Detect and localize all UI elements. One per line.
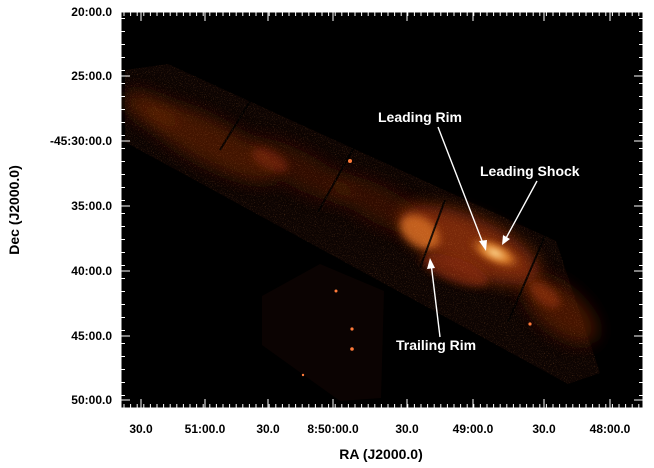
x-tick-label: 30.0	[395, 422, 419, 436]
y-tick-label: 45:00.0	[71, 329, 112, 343]
x-axis-title: RA (J2000.0)	[339, 446, 423, 462]
x-tick-label: 8:50:00.0	[307, 422, 359, 436]
y-tick-label: 20:00.0	[71, 5, 112, 19]
emission-layer	[122, 64, 600, 401]
x-tick-label: 30.0	[532, 422, 556, 436]
x-tick-label: 30.0	[256, 422, 280, 436]
leading-rim-arrowhead	[479, 240, 487, 251]
label-leading-shock: Leading Shock	[480, 163, 580, 179]
y-tick-label: -45:30:00.0	[50, 134, 112, 148]
leading-shock-arrowhead	[502, 235, 510, 245]
point-sources	[301, 159, 532, 377]
leading-shock-arrow	[504, 180, 538, 241]
y-tick-label: 35:00.0	[71, 199, 112, 213]
x-tick-label: 48:00.0	[590, 422, 631, 436]
grain-texture	[125, 64, 600, 384]
label-leading-rim: Leading Rim	[378, 109, 462, 125]
leading-rim-arrow	[437, 126, 485, 247]
y-tick-marks	[121, 11, 643, 401]
annotation-arrows	[427, 126, 538, 338]
y-tick-label: 40:00.0	[71, 264, 112, 278]
x-tick-marks	[123, 12, 640, 408]
y-tick-label: 25:00.0	[71, 69, 112, 83]
x-tick-label: 30.0	[129, 422, 153, 436]
y-tick-labels: 20:00.0 25:00.0 -45:30:00.0 35:00.0 40:0…	[50, 5, 112, 407]
x-tick-label: 49:00.0	[453, 422, 494, 436]
trailing-rim-arrowhead	[427, 258, 435, 269]
trailing-rim-arrow	[430, 262, 441, 338]
y-tick-label: 50:00.0	[71, 393, 112, 407]
x-tick-label: 51:00.0	[185, 422, 226, 436]
y-axis-title: Dec (J2000.0)	[6, 165, 22, 255]
label-trailing-rim: Trailing Rim	[396, 337, 476, 353]
secondary-pointing	[262, 264, 384, 401]
x-tick-labels: 30.0 51:00.0 30.0 8:50:00.0 30.0 49:00.0…	[129, 422, 630, 436]
plot-frame	[120, 11, 644, 409]
